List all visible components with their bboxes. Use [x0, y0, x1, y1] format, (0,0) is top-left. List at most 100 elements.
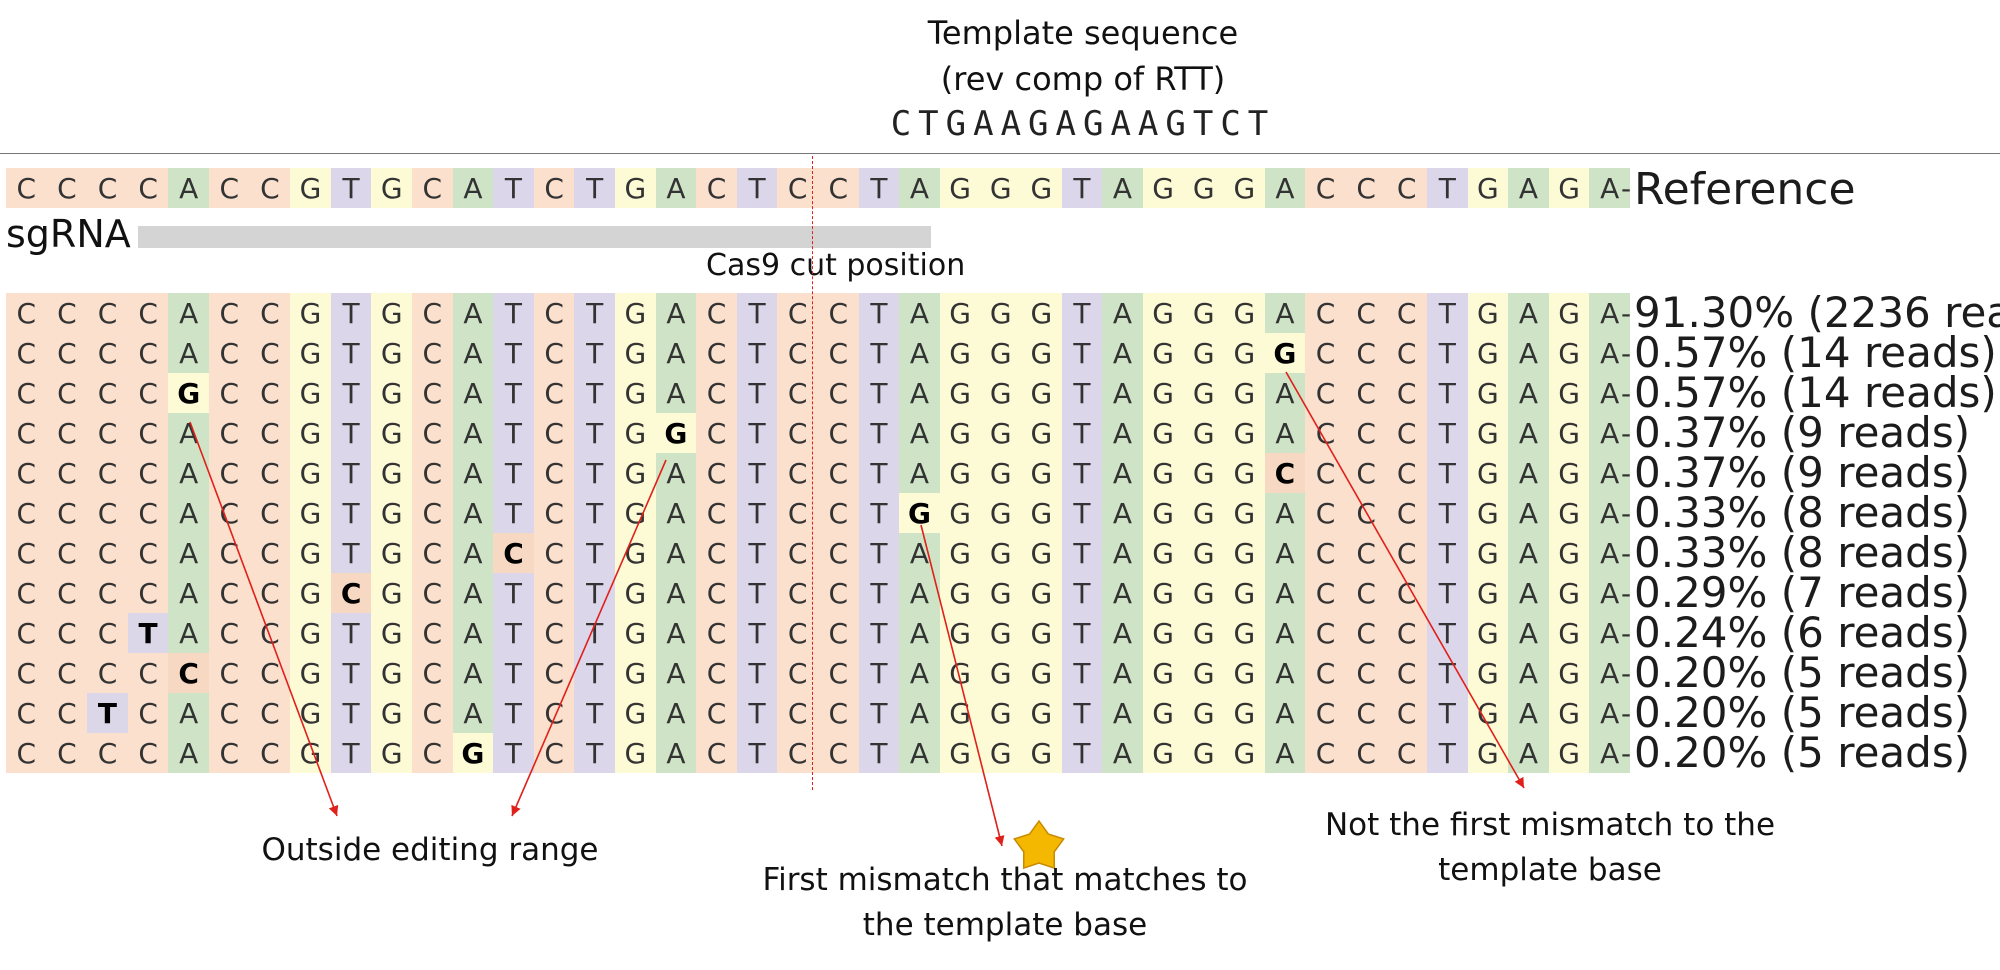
read-row-4-base: A [168, 413, 209, 453]
read-row-5-base: G [615, 453, 656, 493]
read-row-12-base: A [1102, 733, 1143, 773]
read-row-4-base: T [736, 413, 778, 453]
read-row-10-base: G [1224, 653, 1265, 693]
read-row-8-base: A [452, 573, 494, 613]
read-row-12-base: C [6, 733, 47, 773]
read-row-5-base: G [1467, 453, 1509, 493]
read-row-7-base: C [1345, 533, 1387, 573]
read-row-1-base: C [87, 293, 128, 333]
read-row-9-base: A [452, 613, 494, 653]
read-row-7-base: G [290, 533, 331, 573]
read-row-1-base: T [1427, 293, 1468, 333]
read-row-9-base: C [696, 613, 737, 653]
read-row-7-base: G [371, 533, 412, 573]
read-row-6-base: G [1224, 493, 1265, 533]
read-row-9-base: A [1589, 613, 1630, 653]
read-row-5-base: G [1021, 453, 1062, 493]
read-row-2-base: C [87, 333, 128, 373]
read-row-5-base: C [1305, 453, 1346, 493]
read-row-label: 91.30% (2236 reads) [1634, 288, 2000, 337]
read-row-8-base: G [615, 573, 656, 613]
read-row-10-base: C [127, 653, 169, 693]
read-row-3-base: C [127, 373, 169, 413]
read-row-2-base: C [1305, 333, 1346, 373]
read-row-1-base: C [818, 293, 859, 333]
read-row-2-base: A [1102, 333, 1143, 373]
read-row-9-base: G [1021, 613, 1062, 653]
read-row-12-base: C [1386, 733, 1427, 773]
read-row-10-substitution: C [168, 653, 209, 693]
read-row-label: 0.20% (5 reads) [1634, 648, 1971, 697]
read-row-7-base: C [1305, 533, 1346, 573]
read-row-7-base: C [1386, 533, 1427, 573]
read-row-3-base: C [1345, 373, 1387, 413]
read-row-12-base: G [939, 733, 981, 773]
read-row-6-base: C [209, 493, 250, 533]
read-row-6-base: C [696, 493, 737, 533]
reference-row-base: G [1021, 168, 1062, 208]
read-row-6-base: T [1061, 493, 1103, 533]
read-row-9-gap-mark: - [1620, 616, 1632, 650]
read-row-6-substitution: G [899, 493, 940, 533]
read-row-6-base: C [1386, 493, 1427, 533]
read-row-11-base: T [1427, 693, 1468, 733]
read-row-8-base: A [899, 573, 940, 613]
read-row-11-base: G [980, 693, 1021, 733]
read-row-12-base: T [493, 733, 534, 773]
read-row-8-base: G [1021, 573, 1062, 613]
read-row-5-base: A [168, 453, 209, 493]
read-row-4-base: G [1224, 413, 1265, 453]
read-row-11-base: G [615, 693, 656, 733]
read-row-5-base: C [46, 453, 88, 493]
read-row-9-base: A [655, 613, 697, 653]
read-row-2-base: T [1061, 333, 1103, 373]
read-row-6-base: T [858, 493, 900, 533]
read-row-12-base: T [574, 733, 615, 773]
read-row-3-base: A [899, 373, 940, 413]
read-row-2-base: T [330, 333, 372, 373]
read-row-4-base: A [1264, 413, 1306, 453]
cas9-cut-line [812, 156, 813, 790]
read-row-8-base: A [168, 573, 209, 613]
reference-row-base: C [87, 168, 128, 208]
read-row-6-base: C [249, 493, 291, 533]
read-row-4-base: C [249, 413, 291, 453]
read-row-10-base: T [1061, 653, 1103, 693]
read-row-1-base: C [777, 293, 818, 333]
read-row-10-base: A [899, 653, 940, 693]
read-row-10-base: A [1508, 653, 1549, 693]
read-row-8-gap-mark: - [1620, 576, 1632, 610]
read-row-12-base: G [1224, 733, 1265, 773]
reference-row-base: G [1467, 168, 1509, 208]
read-row-11-base: G [1142, 693, 1184, 733]
read-row-11-base: C [249, 693, 291, 733]
read-row-12-base: T [330, 733, 372, 773]
read-row-12-base: C [1345, 733, 1387, 773]
read-row-7-base: C [533, 533, 575, 573]
read-row-8-base: G [371, 573, 412, 613]
read-row-8-base: G [290, 573, 331, 613]
read-row-10-base: G [980, 653, 1021, 693]
read-row-1-base: T [493, 293, 534, 333]
read-row-label: 0.24% (6 reads) [1634, 608, 1971, 657]
read-row-5-base: A [655, 453, 697, 493]
read-row-10-base: A [1589, 653, 1630, 693]
read-row-5-gap-mark: - [1620, 456, 1632, 490]
read-row-8-base: C [777, 573, 818, 613]
read-row-1-base: A [1102, 293, 1143, 333]
read-row-6-base: T [736, 493, 778, 533]
read-row-2-base: G [1224, 333, 1265, 373]
read-row-3-base: A [1102, 373, 1143, 413]
read-row-9-base: C [1305, 613, 1346, 653]
read-row-10-base: G [1467, 653, 1509, 693]
read-row-1-base: C [249, 293, 291, 333]
read-row-8-base: G [1548, 573, 1590, 613]
read-row-10-base: C [46, 653, 88, 693]
read-row-9-base: T [736, 613, 778, 653]
reference-label: Reference [1634, 164, 1856, 215]
read-row-4-base: C [1345, 413, 1387, 453]
read-row-3-base: A [1589, 373, 1630, 413]
read-row-3-base: T [330, 373, 372, 413]
reference-row-base: G [290, 168, 331, 208]
